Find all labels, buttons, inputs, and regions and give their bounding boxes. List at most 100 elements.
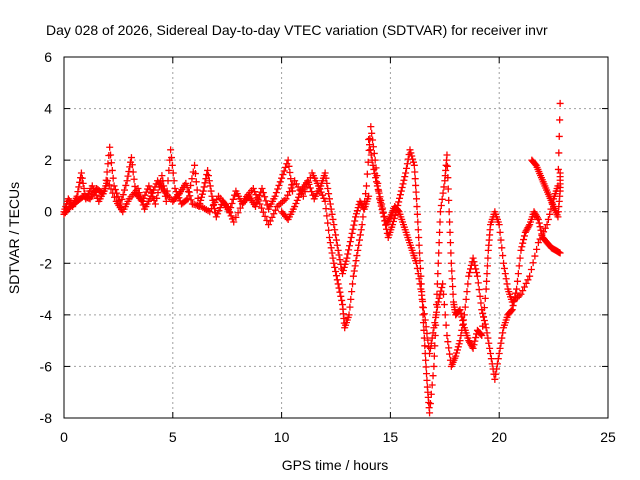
data-point bbox=[199, 187, 207, 195]
data-point bbox=[347, 234, 355, 241]
data-point bbox=[529, 259, 537, 267]
data-point bbox=[118, 195, 126, 203]
data-point bbox=[538, 230, 546, 238]
data-point bbox=[403, 164, 411, 172]
data-point bbox=[459, 321, 467, 329]
data-point bbox=[346, 303, 354, 311]
data-point bbox=[396, 194, 404, 202]
data-point bbox=[164, 177, 172, 185]
data-point bbox=[448, 275, 456, 283]
data-point bbox=[446, 218, 454, 226]
data-point bbox=[520, 283, 528, 291]
data-point bbox=[325, 195, 333, 203]
data-point bbox=[192, 178, 200, 186]
data-point bbox=[411, 175, 419, 183]
data-point bbox=[78, 174, 86, 182]
data-point bbox=[444, 174, 452, 182]
data-point bbox=[536, 223, 544, 231]
data-point bbox=[336, 256, 344, 264]
data-point bbox=[495, 350, 503, 358]
data-point bbox=[129, 168, 137, 176]
data-point bbox=[333, 241, 341, 249]
data-point bbox=[447, 259, 455, 267]
data-point bbox=[191, 170, 199, 178]
data-point bbox=[397, 187, 405, 195]
data-point bbox=[480, 317, 488, 325]
data-point bbox=[338, 296, 346, 304]
data-point bbox=[124, 172, 132, 180]
data-point bbox=[174, 191, 182, 199]
data-point bbox=[305, 180, 313, 188]
data-point bbox=[533, 245, 541, 253]
data-point bbox=[443, 162, 451, 170]
data-point bbox=[308, 188, 316, 196]
data-point bbox=[543, 221, 551, 229]
data-point bbox=[188, 175, 196, 183]
data-point bbox=[201, 179, 209, 187]
data-point bbox=[474, 279, 482, 287]
data-point bbox=[433, 303, 441, 311]
data-point bbox=[470, 258, 478, 266]
data-point bbox=[443, 151, 451, 159]
data-point bbox=[322, 174, 330, 182]
data-point bbox=[415, 275, 423, 283]
data-point bbox=[372, 174, 380, 182]
data-point bbox=[282, 163, 290, 171]
data-point bbox=[207, 187, 215, 195]
data-point bbox=[258, 185, 266, 193]
data-point bbox=[412, 188, 420, 196]
data-point bbox=[353, 207, 361, 215]
data-point bbox=[374, 186, 382, 194]
data-point bbox=[259, 208, 267, 216]
y-axis-label: SDTVAR / TECUs bbox=[6, 182, 22, 294]
data-point bbox=[304, 177, 312, 185]
data-point bbox=[487, 355, 495, 363]
data-point bbox=[449, 290, 457, 298]
data-point bbox=[434, 298, 442, 306]
data-point bbox=[236, 204, 244, 212]
data-point bbox=[428, 334, 436, 342]
data-point bbox=[367, 123, 375, 131]
data-point bbox=[328, 210, 336, 218]
data-point bbox=[386, 214, 394, 222]
data-point bbox=[293, 196, 301, 204]
y-tick-label: -8 bbox=[40, 410, 53, 426]
data-point bbox=[335, 284, 343, 292]
data-point bbox=[368, 156, 376, 164]
data-point bbox=[151, 200, 159, 208]
data-point bbox=[359, 213, 367, 221]
data-point bbox=[471, 337, 479, 345]
data-point bbox=[330, 259, 338, 267]
data-point bbox=[357, 226, 365, 234]
data-point bbox=[466, 269, 474, 277]
data-point bbox=[500, 259, 508, 267]
data-point bbox=[515, 262, 523, 270]
data-point bbox=[107, 185, 115, 193]
data-point bbox=[417, 285, 425, 293]
data-point bbox=[524, 276, 532, 284]
data-point bbox=[446, 239, 454, 247]
data-point bbox=[151, 183, 159, 191]
data-point bbox=[426, 400, 434, 408]
data-point bbox=[238, 199, 246, 207]
data-point bbox=[541, 224, 549, 232]
data-point bbox=[534, 215, 542, 223]
x-tick-label: 25 bbox=[600, 429, 616, 445]
data-point bbox=[345, 242, 353, 250]
data-point bbox=[373, 182, 381, 190]
data-point bbox=[455, 340, 463, 348]
data-point bbox=[342, 257, 350, 265]
data-point bbox=[419, 297, 427, 305]
data-point bbox=[446, 228, 454, 236]
data-point bbox=[336, 288, 344, 296]
data-point bbox=[259, 189, 267, 197]
data-point bbox=[331, 263, 339, 271]
data-point bbox=[537, 226, 545, 234]
tick-labels: 0 5 10 15 20 25 -8 -6 -4 -2 0 2 4 6 bbox=[40, 49, 616, 445]
data-point bbox=[472, 334, 480, 342]
data-point bbox=[434, 259, 442, 267]
data-point bbox=[346, 238, 354, 246]
data-point bbox=[416, 249, 424, 257]
data-point bbox=[509, 302, 517, 310]
data-point bbox=[325, 234, 333, 241]
